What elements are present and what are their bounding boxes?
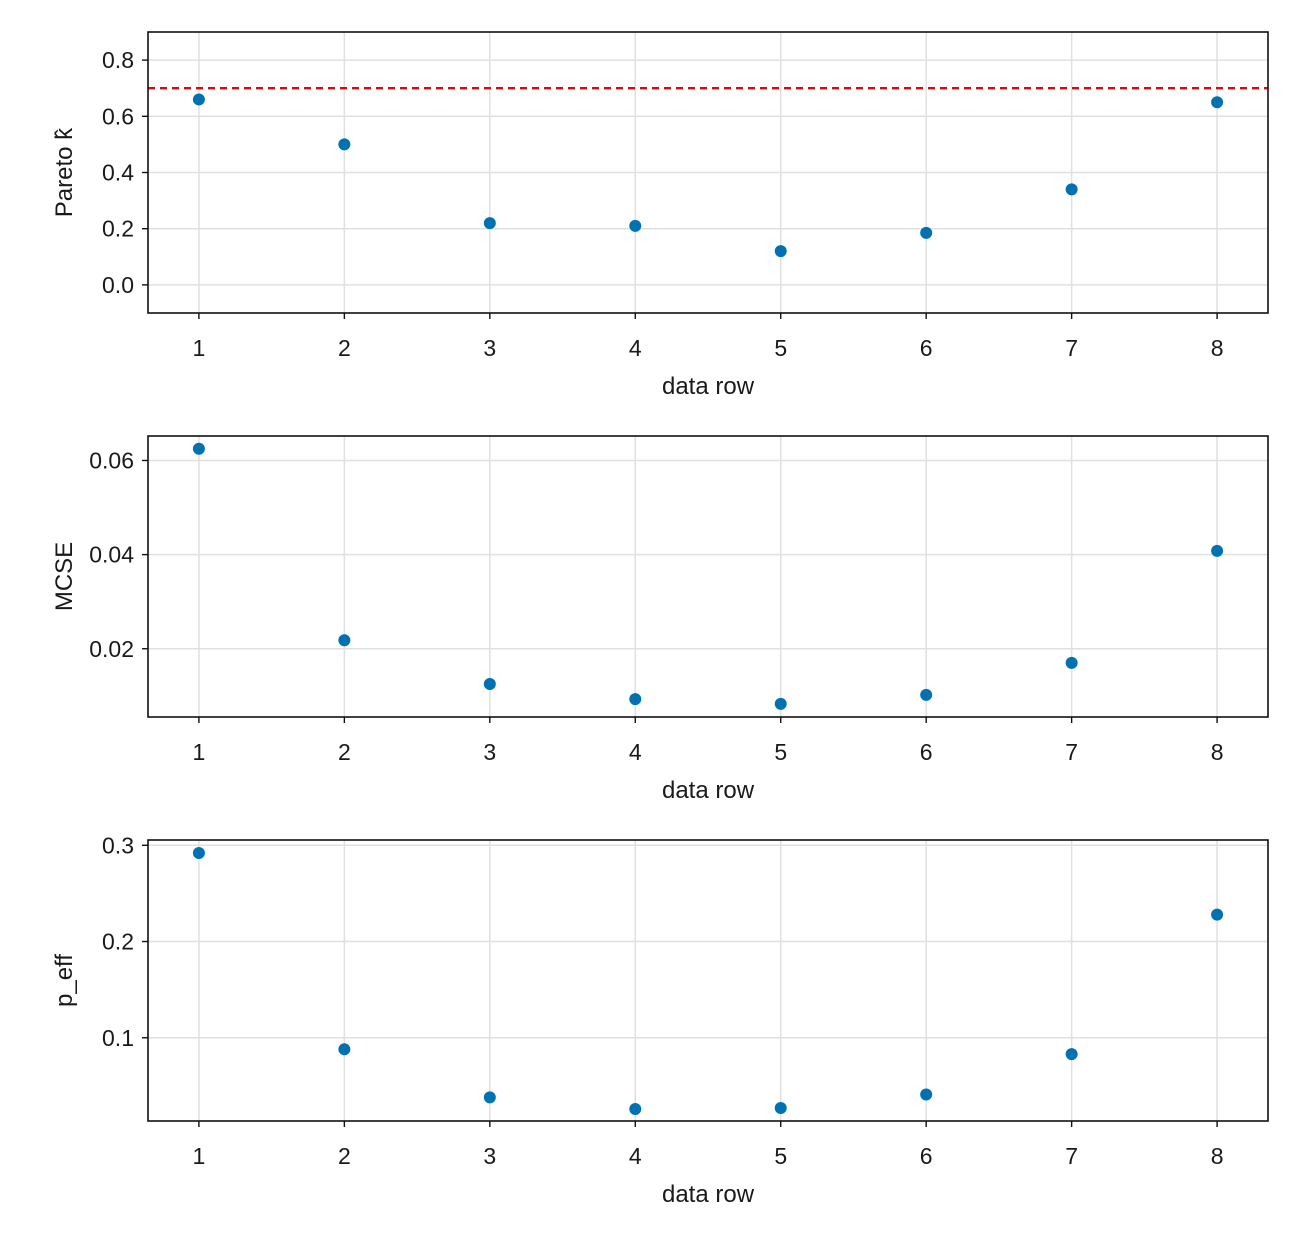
y-tick-label: 0.3 — [102, 832, 134, 858]
x-tick-label: 8 — [1211, 335, 1224, 361]
y-tick-label: 0.02 — [89, 636, 134, 662]
data-point — [483, 1091, 496, 1104]
data-point — [1211, 908, 1224, 921]
data-point — [1211, 544, 1224, 557]
x-tick-label: 1 — [193, 1143, 206, 1169]
y-tick-label: 0.04 — [89, 542, 134, 568]
x-tick-label: 5 — [774, 739, 787, 765]
y-axis-label: p_eff — [51, 954, 78, 1007]
x-tick-label: 1 — [193, 739, 206, 765]
data-point — [920, 1088, 933, 1101]
data-point — [629, 219, 642, 232]
x-tick-label: 4 — [629, 335, 642, 361]
y-axis-label: Pareto k̂ — [51, 127, 78, 217]
x-tick-label: 3 — [483, 1143, 496, 1169]
y-tick-label: 0.2 — [102, 216, 134, 242]
data-point — [1211, 96, 1224, 109]
x-tick-label: 2 — [338, 739, 351, 765]
panel-p-eff: 1 2 3 4 5 6 7 8 0.1 0.2 0.3 data row p_eff — [51, 832, 1269, 1208]
x-tick-label: 7 — [1065, 739, 1078, 765]
x-tick-label: 5 — [774, 1143, 787, 1169]
x-axis-label: data row — [662, 373, 755, 400]
data-point — [774, 1102, 787, 1115]
data-point — [192, 846, 205, 859]
y-tick-label: 0.1 — [102, 1025, 134, 1051]
panel-mcse: 1 2 3 4 5 6 7 8 0.02 0.04 0.06 data row MCSE — [51, 435, 1269, 804]
x-tick-label: 3 — [483, 739, 496, 765]
x-tick-label: 6 — [920, 335, 933, 361]
x-tick-label: 8 — [1211, 1143, 1224, 1169]
data-point — [1065, 656, 1078, 669]
x-tick-label: 7 — [1065, 335, 1078, 361]
data-point — [338, 634, 351, 647]
plot-frame — [147, 839, 1269, 1122]
data-point — [1065, 1048, 1078, 1061]
data-point — [1065, 183, 1078, 196]
y-axis-label: MCSE — [51, 542, 78, 611]
x-tick-label: 1 — [193, 335, 206, 361]
panel-pareto-k: 1 2 3 4 5 6 7 8 0.0 0.2 0.4 0.6 0.8 data row Pareto k̂ — [51, 31, 1269, 400]
plot-frame — [147, 435, 1269, 718]
y-tick-label: 0.0 — [102, 272, 134, 298]
data-point — [192, 442, 205, 455]
data-point — [192, 93, 205, 106]
x-tick-label: 6 — [920, 1143, 933, 1169]
y-tick-label: 0.6 — [102, 103, 134, 129]
data-point — [629, 1102, 642, 1115]
data-point — [338, 1043, 351, 1056]
data-point — [483, 217, 496, 230]
x-tick-label: 4 — [629, 739, 642, 765]
data-point — [629, 693, 642, 706]
data-point — [774, 245, 787, 258]
y-tick-label: 0.8 — [102, 47, 134, 73]
x-tick-label: 6 — [920, 739, 933, 765]
y-tick-label: 0.06 — [89, 447, 134, 473]
data-point — [920, 688, 933, 701]
data-point — [774, 697, 787, 710]
y-tick-label: 0.2 — [102, 929, 134, 955]
x-axis-label: data row — [662, 777, 755, 804]
x-tick-label: 2 — [338, 1143, 351, 1169]
y-tick-label: 0.4 — [102, 160, 134, 186]
x-axis-label: data row — [662, 1181, 755, 1208]
x-tick-label: 2 — [338, 335, 351, 361]
x-tick-label: 4 — [629, 1143, 642, 1169]
data-point — [920, 226, 933, 239]
x-tick-label: 3 — [483, 335, 496, 361]
x-tick-label: 7 — [1065, 1143, 1078, 1169]
data-point — [338, 138, 351, 151]
x-tick-label: 8 — [1211, 739, 1224, 765]
data-point — [483, 678, 496, 691]
x-tick-label: 5 — [774, 335, 787, 361]
